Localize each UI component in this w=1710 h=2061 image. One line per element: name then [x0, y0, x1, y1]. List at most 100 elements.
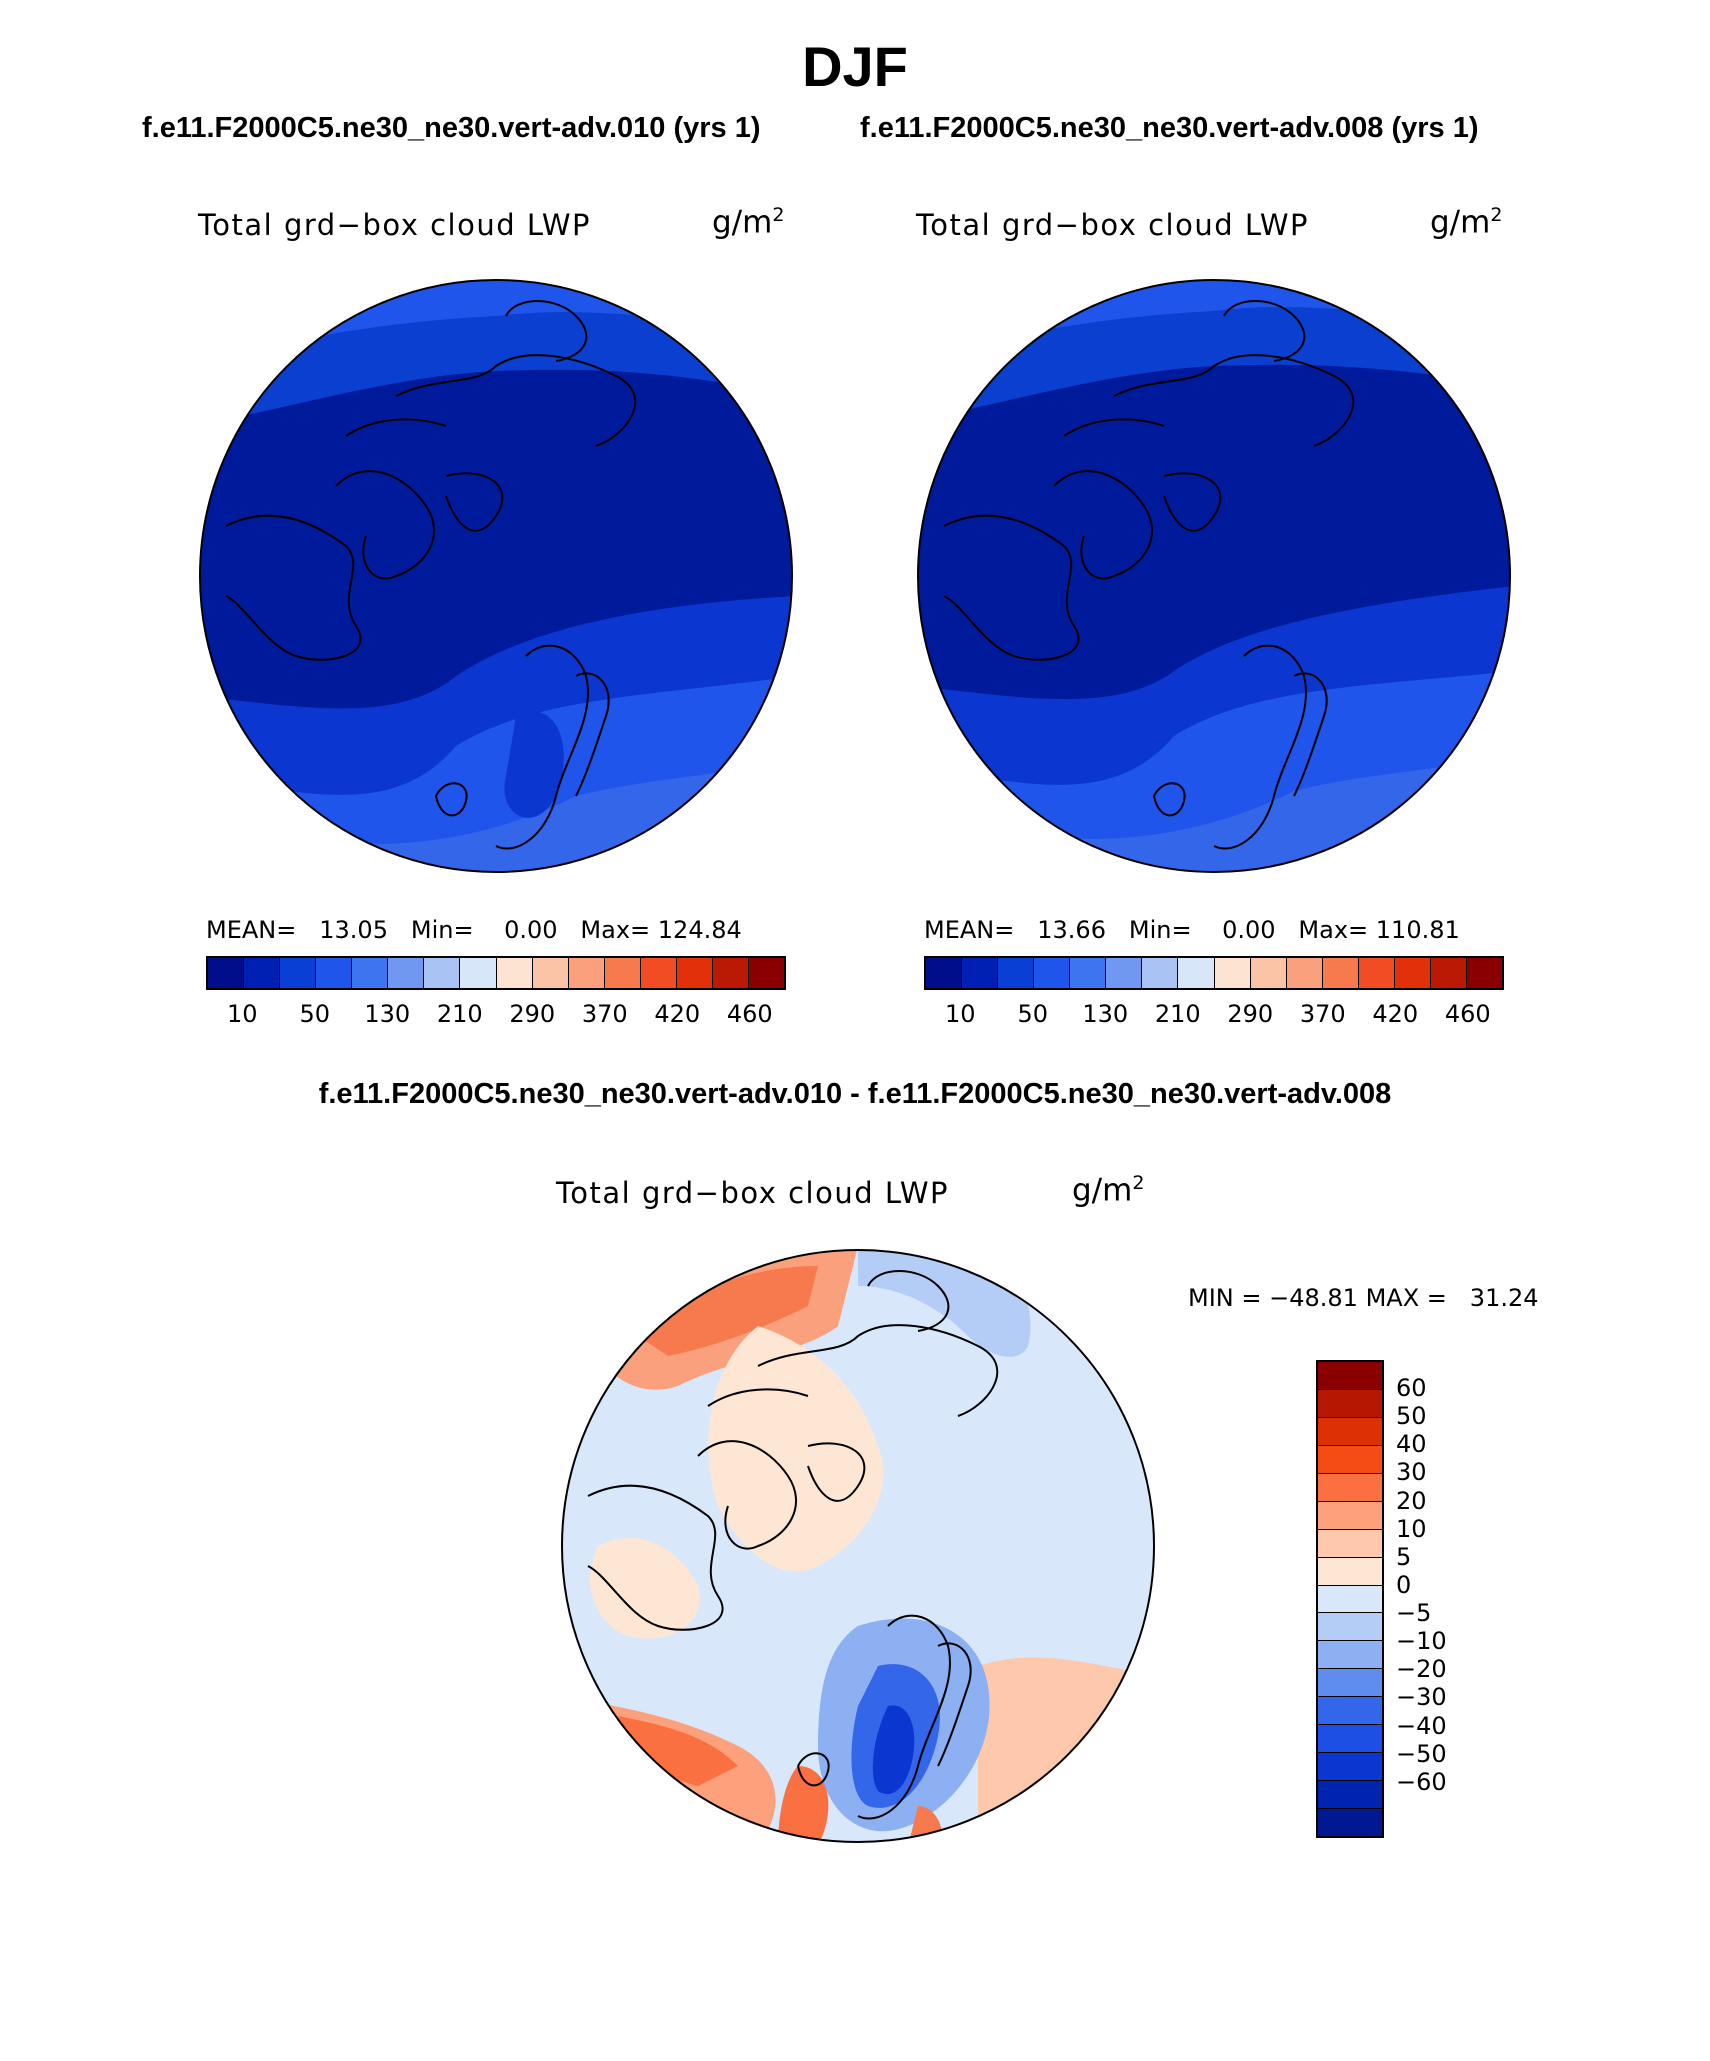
difference-colorbar-tick-label: 5: [1396, 1542, 1412, 1571]
diff-units: g/m2: [1072, 1172, 1145, 1209]
right-stats: MEAN= 13.66 Min= 0.00 Max= 110.81: [924, 916, 1460, 944]
difference-colorbar-box: [1318, 1501, 1382, 1530]
left-colorbar-box: [316, 958, 353, 988]
difference-colorbar-box: [1318, 1753, 1382, 1782]
difference-colorbar-box: [1318, 1641, 1382, 1670]
difference-colorbar-box: [1318, 1613, 1382, 1642]
difference-colorbar-tick-label: 40: [1396, 1430, 1427, 1459]
difference-colorbar-box: [1318, 1809, 1382, 1836]
left-colorbar-tick-label: 370: [581, 1000, 628, 1028]
left-colorbar-box: [244, 958, 281, 988]
difference-colorbar-box: [1318, 1529, 1382, 1558]
left-colorbar-box: [352, 958, 389, 988]
difference-colorbar-tick-label: −10: [1396, 1627, 1447, 1656]
right-colorbar-tick-label: 420: [1372, 1000, 1419, 1028]
right-colorbar-box: [1142, 958, 1179, 988]
right-colorbar-box: [1214, 958, 1251, 988]
left-variable-label: Total grd−box cloud LWP: [198, 208, 592, 242]
left-colorbar-tick-label: 290: [509, 1000, 556, 1028]
difference-colorbar-tick-label: 10: [1396, 1514, 1427, 1543]
right-colorbar-tick-label: 210: [1154, 1000, 1201, 1028]
right-colorbar-box: [1358, 958, 1395, 988]
right-polar-map: [917, 279, 1511, 873]
difference-colorbar-box: [1318, 1585, 1382, 1614]
difference-colorbar-box: [1318, 1417, 1382, 1446]
difference-colorbar-tick-label: −40: [1396, 1711, 1447, 1740]
right-colorbar: [924, 956, 1504, 990]
right-colorbar-box: [1178, 958, 1215, 988]
right-colorbar-tick-label: 50: [1017, 1000, 1049, 1028]
right-colorbar-tick-label: 130: [1082, 1000, 1129, 1028]
left-colorbar-tick-label: 10: [226, 1000, 258, 1028]
difference-colorbar-box: [1318, 1697, 1382, 1726]
left-colorbar-tick-label: 460: [726, 1000, 773, 1028]
difference-colorbar-tick-label: 50: [1396, 1402, 1427, 1431]
difference-colorbar: [1316, 1360, 1384, 1838]
left-colorbar-box: [208, 958, 245, 988]
right-colorbar-labels: 10 50 130 210 290 370 420 460: [924, 1000, 1504, 1030]
difference-colorbar-box: [1318, 1669, 1382, 1698]
left-colorbar-tick-label: 130: [364, 1000, 411, 1028]
left-colorbar: [206, 956, 786, 990]
right-colorbar-box: [1286, 958, 1323, 988]
left-colorbar-labels: 10 50 130 210 290 370 420 460: [206, 1000, 786, 1030]
left-colorbar-box: [460, 958, 497, 988]
difference-colorbar-tick-label: 30: [1396, 1458, 1427, 1487]
left-case-title: f.e11.F2000C5.ne30_ne30.vert-adv.010 (yr…: [142, 112, 761, 144]
left-colorbar-tick-label: 50: [299, 1000, 331, 1028]
right-colorbar-tick-label: 370: [1299, 1000, 1346, 1028]
right-colorbar-tick-label: 10: [944, 1000, 976, 1028]
left-colorbar-tick-label: 420: [654, 1000, 701, 1028]
right-colorbar-box: [998, 958, 1035, 988]
difference-colorbar-tick-label: 20: [1396, 1486, 1427, 1515]
left-polar-map: [199, 279, 793, 873]
difference-colorbar-tick-label: −60: [1396, 1767, 1447, 1796]
left-colorbar-box: [748, 958, 784, 988]
difference-polar-map: [561, 1249, 1155, 1843]
right-units: g/m2: [1430, 204, 1503, 241]
right-variable-label: Total grd−box cloud LWP: [916, 208, 1310, 242]
difference-colorbar-box: [1318, 1362, 1382, 1390]
right-colorbar-box: [1430, 958, 1467, 988]
right-case-title: f.e11.F2000C5.ne30_ne30.vert-adv.008 (yr…: [860, 112, 1479, 144]
left-colorbar-box: [568, 958, 605, 988]
difference-colorbar-box: [1318, 1445, 1382, 1474]
right-colorbar-box: [962, 958, 999, 988]
difference-colorbar-tick-label: 0: [1396, 1570, 1412, 1599]
left-colorbar-tick-label: 210: [436, 1000, 483, 1028]
left-colorbar-box: [640, 958, 677, 988]
difference-colorbar-box: [1318, 1473, 1382, 1502]
season-title: DJF: [802, 35, 908, 98]
right-colorbar-box: [1070, 958, 1107, 988]
difference-colorbar-box: [1318, 1725, 1382, 1754]
left-colorbar-box: [496, 958, 533, 988]
right-colorbar-box: [1106, 958, 1143, 988]
difference-min-max: MIN = −48.81 MAX = 31.24: [1188, 1284, 1539, 1312]
right-colorbar-box: [1034, 958, 1071, 988]
left-colorbar-box: [424, 958, 461, 988]
right-colorbar-box: [926, 958, 963, 988]
difference-colorbar-tick-label: −30: [1396, 1683, 1447, 1712]
difference-title: f.e11.F2000C5.ne30_ne30.vert-adv.010 - f…: [318, 1078, 1392, 1110]
difference-colorbar-tick-label: −20: [1396, 1655, 1447, 1684]
right-colorbar-tick-label: 290: [1227, 1000, 1274, 1028]
left-colorbar-box: [280, 958, 317, 988]
left-colorbar-box: [676, 958, 713, 988]
right-colorbar-box: [1250, 958, 1287, 988]
left-colorbar-box: [712, 958, 749, 988]
right-colorbar-box: [1394, 958, 1431, 988]
left-units: g/m2: [712, 204, 785, 241]
left-colorbar-box: [388, 958, 425, 988]
right-colorbar-box: [1322, 958, 1359, 988]
difference-colorbar-tick-label: −5: [1396, 1599, 1432, 1628]
difference-colorbar-box: [1318, 1557, 1382, 1586]
difference-colorbar-tick-label: −50: [1396, 1739, 1447, 1768]
right-colorbar-box: [1466, 958, 1502, 988]
left-stats: MEAN= 13.05 Min= 0.00 Max= 124.84: [206, 916, 742, 944]
difference-colorbar-tick-label: 60: [1396, 1374, 1427, 1403]
difference-colorbar-box: [1318, 1389, 1382, 1418]
diff-variable-label: Total grd−box cloud LWP: [556, 1176, 950, 1210]
difference-colorbar-box: [1318, 1781, 1382, 1809]
left-colorbar-box: [532, 958, 569, 988]
left-colorbar-box: [604, 958, 641, 988]
